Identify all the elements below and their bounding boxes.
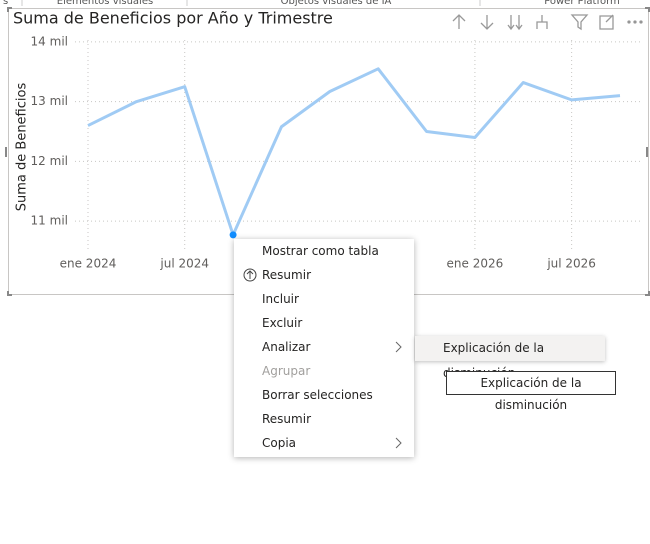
x-tick-label: jul 2026 [546, 257, 596, 271]
submenu: Explicación de la disminución [415, 336, 605, 380]
y-tick-label: 11 mil [31, 214, 68, 228]
menu-item-label: Mostrar como tabla [262, 244, 379, 258]
selected-point[interactable] [229, 231, 237, 239]
menu-item-label: Resumir [262, 412, 311, 426]
x-tick-label: jul 2024 [159, 257, 209, 271]
chart-title: Suma de Beneficios por Año y Trimestre [13, 9, 333, 28]
menu-item-label: Agrupar [262, 364, 311, 378]
y-tick-label: 14 mil [31, 34, 68, 48]
resize-handles[interactable] [5, 7, 650, 296]
line-series [87, 67, 621, 237]
tooltip: Explicación de la disminución [446, 371, 616, 412]
submenu-arrow [395, 437, 402, 449]
menu-item-label: Incluir [262, 292, 299, 306]
ribbon-tab[interactable]: Power Platform [544, 0, 620, 7]
menu-item[interactable]: Mostrar como tabla [234, 239, 414, 263]
menu-item-label: Excluir [262, 316, 303, 330]
menu-item-label: Resumir [262, 268, 311, 282]
x-tick-label: ene 2024 [60, 257, 117, 271]
menu-item[interactable]: Copia [234, 431, 414, 455]
menu-item-label: Borrar selecciones [262, 388, 373, 402]
submenu-arrow [395, 341, 402, 353]
ribbon-tab[interactable]: s [3, 0, 8, 7]
ribbon-tab[interactable]: Elementos visuales [57, 0, 153, 7]
menu-item[interactable]: Borrar selecciones [234, 383, 414, 407]
summarize-icon [243, 268, 257, 282]
menu-item[interactable]: Resumir [234, 407, 414, 431]
visual-header-icons[interactable] [452, 14, 643, 31]
menu-item[interactable]: Analizar [234, 335, 414, 359]
menu-item-label: Analizar [262, 340, 311, 354]
menu-item-label: Copia [262, 436, 297, 450]
menu-item[interactable]: Incluir [234, 287, 414, 311]
context-menu: Mostrar como tabla Resumir Incluir Excluir A… [234, 239, 414, 457]
menu-item: Agrupar [234, 359, 414, 383]
y-tick-label: 13 mil [31, 94, 68, 108]
x-tick-label: ene 2026 [447, 257, 504, 271]
y-tick-label: 12 mil [31, 154, 68, 168]
menu-item[interactable]: Resumir [234, 263, 414, 287]
ribbon-tab[interactable]: Objetos visuales de IA [281, 0, 392, 7]
menu-item[interactable]: Excluir [234, 311, 414, 335]
y-axis-title: Suma de Beneficios [15, 83, 30, 212]
